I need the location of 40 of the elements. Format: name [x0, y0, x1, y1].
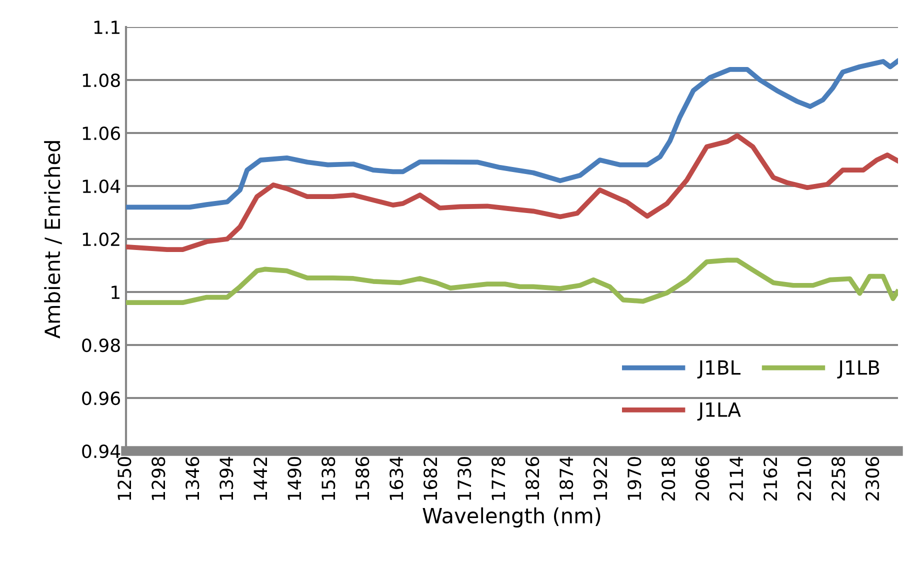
y-tick-label: 1.1 — [94, 20, 120, 34]
x-tick-label: 1922 — [594, 458, 608, 500]
y-tick-label: 1 — [112, 286, 120, 299]
x-tick-label: 1826 — [526, 457, 540, 500]
legend-label: J1LA — [697, 402, 741, 421]
x-tick-label: 2066 — [696, 457, 710, 500]
x-tick-label: 2162 — [764, 458, 778, 500]
x-tick-label: 1682 — [424, 458, 438, 500]
x-axis-title: Wavelength (nm) — [422, 507, 600, 528]
y-tick-label: 0.98 — [82, 338, 120, 352]
y-tick-label: 1.04 — [82, 179, 120, 194]
legend-label: J1BL — [697, 360, 740, 378]
line-series — [126, 133, 898, 252]
y-tick-label: 1.02 — [82, 232, 120, 246]
legend-label: J1LB — [837, 360, 880, 378]
x-tick-label: 1970 — [628, 457, 642, 500]
y-tick-label: 1.06 — [82, 126, 120, 140]
y-axis-title: Ambient / Enriched — [44, 141, 62, 339]
x-tick-label: 1394 — [220, 456, 234, 500]
x-tick-label: 1250 — [118, 457, 132, 500]
x-tick-label: 1874 — [560, 456, 574, 500]
y-tick-label: 0.96 — [82, 391, 120, 406]
x-tick-label: 2114 — [730, 456, 743, 500]
x-tick-label: 2306 — [866, 457, 880, 500]
line-series — [126, 59, 898, 210]
x-tick-label: 1298 — [152, 457, 166, 500]
x-tick-label: 2258 — [832, 457, 846, 500]
x-tick-label: 1490 — [288, 457, 302, 500]
y-tick-label: 1.08 — [82, 73, 120, 88]
x-tick-label: 2210 — [798, 457, 812, 500]
x-tick-label: 1346 — [186, 457, 200, 500]
x-tick-label: 1634 — [390, 456, 404, 500]
x-tick-label: 1538 — [322, 457, 336, 500]
x-tick-label: 1442 — [254, 458, 267, 500]
x-tick-label: 1730 — [458, 457, 472, 500]
x-tick-label: 2018 — [662, 457, 676, 500]
line-series — [126, 258, 898, 306]
x-tick-label: 1586 — [356, 457, 370, 500]
x-tick-label: 1778 — [492, 457, 506, 500]
y-tick-label: 0.94 — [82, 444, 120, 458]
